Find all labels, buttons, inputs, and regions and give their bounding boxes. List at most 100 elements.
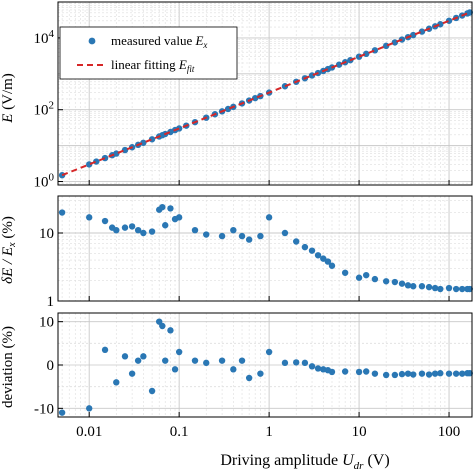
data-point [437,285,444,293]
data-point [134,226,142,234]
data-point [341,368,349,375]
data-point [128,370,136,377]
data-point [371,370,379,377]
data-point [85,405,93,412]
data-point [391,371,399,379]
y-tick-label: 102 [34,100,55,119]
y-tick-label: 1 [47,294,55,310]
middle-panel: 1 10 [39,195,473,310]
data-point [466,9,473,16]
data-point [148,228,156,235]
data-point [134,357,142,364]
data-point [281,229,289,237]
data-point [85,214,93,221]
data-point [101,346,109,354]
data-point [391,278,399,286]
y-tick-label: 10 [39,315,54,331]
data-point [314,365,322,372]
data-point [167,205,174,212]
middle-y-axis-label: δE / Ex (%) [0,216,18,284]
data-point [418,283,426,290]
data-point [466,285,473,293]
data-point [382,371,390,379]
axes-frame [57,195,473,302]
data-point [191,226,199,234]
data-point [431,284,439,292]
data-point [218,357,226,364]
y-tick-label: 0 [47,358,55,374]
data-point [203,359,210,367]
legend-box [59,26,238,80]
data-point [425,283,433,291]
y-tick-label: -10 [34,401,54,417]
data-point [362,368,370,375]
data-point [445,284,453,292]
data-point [425,371,433,378]
data-point [257,232,264,240]
data-point [452,285,460,293]
legend-measured-label: measured value Ex [111,33,207,50]
data-point [230,226,237,234]
data-point [162,357,169,364]
data-point [218,232,226,240]
data-point [148,387,156,395]
x-tick-label: 1 [265,424,273,440]
data-point [113,379,120,386]
data-point [398,370,406,378]
data-point [175,214,183,221]
data-point [257,370,264,377]
x-axis-label: Driving amplitude Udr (V) [220,452,389,472]
data-point [341,269,349,276]
data-point [167,327,174,334]
data-point [328,262,336,269]
y-tick-label: 10 [39,226,54,242]
top-y-axis-label: E (V/m) [0,73,16,124]
data-point [314,252,322,259]
data-point [418,370,426,377]
data-point [355,368,363,376]
y-tick-label: 104 [34,28,55,47]
data-point [371,275,379,283]
data-point [265,348,273,356]
data-point [320,255,327,262]
data-point [159,203,166,211]
data-point [58,209,66,216]
bottom-panel: -10 0 10 0.01 0.1 1 10 100 [34,312,473,440]
data-point [382,278,390,285]
data-point [404,282,412,289]
data-point [301,359,309,367]
x-tick-label: 0.01 [76,424,102,440]
fit-line [61,11,471,177]
data-point [404,370,412,377]
data-point [281,359,289,367]
data-point [121,224,129,231]
legend: measured value Ex linear fitting Efit [59,26,238,80]
data-point [101,217,109,225]
data-point [355,274,363,281]
data-point [362,271,370,279]
x-tick-label: 0.1 [170,424,189,440]
data-point [140,229,147,237]
data-point [328,368,336,376]
data-point [238,357,246,364]
data-point [230,366,237,373]
data-point [437,370,444,377]
data-point [265,214,273,221]
data-point [308,247,316,254]
data-point [466,370,473,377]
data-point [159,322,166,330]
data-point [245,374,253,382]
data-point [410,283,417,290]
data-point [121,353,129,360]
data-point [171,366,179,373]
data-point [308,363,316,370]
data-point [398,280,406,287]
y-tick-label: 100 [34,172,55,191]
data-point [162,222,169,229]
axes-frame [57,1,473,186]
data-point [58,409,66,416]
data-point [191,357,199,364]
data-point [301,243,309,251]
legend-fit-label: linear fitting Efit [111,57,195,74]
